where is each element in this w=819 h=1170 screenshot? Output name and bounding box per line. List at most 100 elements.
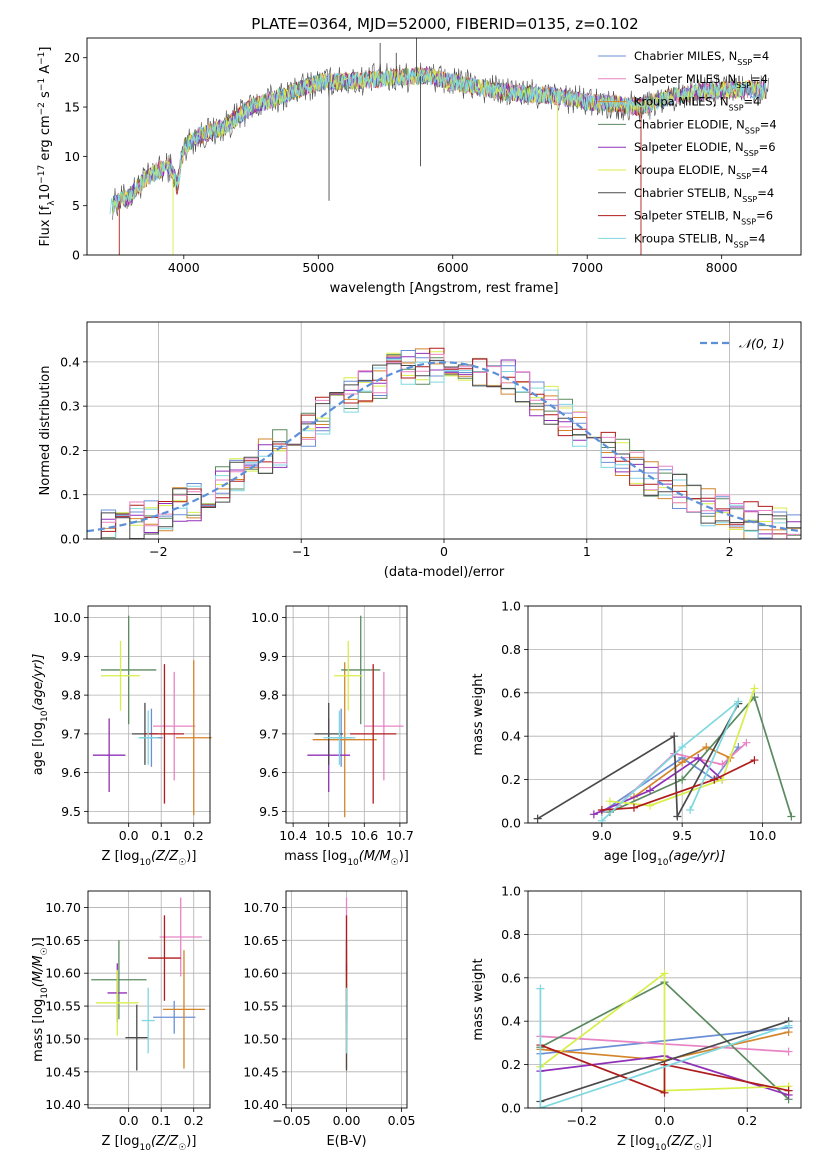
weight-point-salpeter_stelib	[784, 1086, 793, 1095]
x-tick-label: 0	[440, 544, 448, 559]
figure-title: PLATE=0364, MJD=52000, FIBERID=0135, z=0…	[251, 15, 638, 33]
axes-frame	[86, 37, 802, 256]
weight-line-kroupa_elodie	[609, 688, 756, 807]
legend-entry: Chabrier MILES, NSSP=4	[634, 49, 769, 67]
y-tick-label: 10.70	[243, 900, 279, 915]
y-axis-label: age [log10(age/yr)]	[31, 654, 50, 776]
x-tick-label: −0.05	[272, 1113, 310, 1128]
y-tick-label: 0.4	[501, 729, 521, 744]
y-tick-label: 10.55	[243, 999, 279, 1014]
y-tick-label: 0.0	[501, 816, 521, 831]
label-part: ☉	[178, 858, 186, 868]
x-tick-label: −0.2	[567, 1113, 597, 1128]
x-tick-label: 0.1	[151, 1113, 171, 1128]
x-tick-label: 6000	[437, 260, 469, 275]
weight-point-kroupa_miles	[678, 758, 687, 767]
y-tick-label: 10.55	[45, 999, 81, 1014]
axes-frame	[86, 321, 802, 540]
legend-text: Salpeter STELIB, N	[634, 209, 741, 223]
legend-sub: SSP	[737, 58, 752, 67]
panel-mass_weight_vs_age: 9.0 9.5 10.0 0.0 0.2 0.4 0.6 0.8 1.0 age [log10(a…	[471, 599, 802, 868]
x-tick-label: 4000	[168, 260, 200, 275]
label-part: (age/yr)]	[668, 849, 725, 864]
y-tick-label: 10.45	[45, 1064, 81, 1079]
weight-point-kroupa_stelib	[597, 816, 606, 823]
spectrum-line-kroupa_stelib	[109, 68, 767, 215]
y-tick-label: 0	[72, 248, 80, 263]
label-part: Z [log	[102, 1134, 140, 1149]
label-part: 10	[139, 1143, 151, 1153]
y-tick-label: 10.60	[243, 966, 279, 981]
label-part: (Z/Z	[151, 1134, 179, 1149]
label-part: )]	[702, 1134, 712, 1149]
weight-point-chabrier_elodie	[678, 775, 687, 784]
legend-tail: =4	[749, 231, 766, 245]
weight-point-kroupa_stelib	[686, 805, 695, 814]
axes-frame	[87, 890, 211, 1109]
legend-tail: =4	[744, 95, 761, 109]
y-tick-label: 9.6	[61, 765, 81, 780]
y-tick-label: 9.9	[61, 649, 81, 664]
legend-entry: Kroupa STELIB, NSSP=4	[634, 231, 765, 249]
weight-line-salpeter_stelib	[540, 1044, 789, 1095]
label-part: λ	[47, 200, 57, 206]
label-part: −1	[37, 78, 47, 91]
legend-sub: SSP	[742, 194, 757, 203]
x-tick-label: 7000	[571, 260, 603, 275]
y-tick-label: 1.0	[501, 884, 521, 899]
label-part: 10	[347, 858, 359, 868]
x-tick-label: 0.05	[388, 1113, 416, 1128]
legend-tail: =6	[756, 209, 773, 223]
x-tick-label: 0.0	[655, 1113, 675, 1128]
weight-point-salpeter_miles	[784, 1047, 793, 1056]
y-tick-label: 0.6	[501, 685, 521, 700]
panel-mass_vs_Z: 0.0 0.1 0.2 10.40 10.45 10.50 10.55 10.60 10.65 1…	[31, 890, 211, 1153]
label-part: )]	[399, 849, 409, 864]
legend-sub: SSP	[744, 149, 759, 158]
x-axis-label: (data-model)/error	[384, 565, 505, 580]
label-part: ☉	[40, 947, 50, 955]
weight-line-chabrier_stelib	[537, 703, 740, 820]
axes-frame	[285, 605, 408, 824]
y-tick-label: 9.7	[259, 726, 279, 741]
label-part: Flux [f	[38, 205, 53, 246]
legend-tail: =6	[759, 140, 776, 154]
legend-text: Salpeter ELODIE, N	[634, 140, 744, 154]
legend-sub: SSP	[736, 172, 751, 181]
legend-tail: =4	[751, 72, 768, 86]
weight-point-kroupa_stelib	[678, 743, 687, 752]
y-tick-label: 10.0	[251, 610, 279, 625]
y-tick-label: 10.60	[45, 966, 81, 981]
y-tick-label: 0.8	[501, 642, 521, 657]
weight-point-kroupa_elodie	[660, 969, 669, 978]
y-tick-label: 9.7	[61, 726, 81, 741]
label-part: Z [log	[102, 849, 140, 864]
weight-line-kroupa_stelib	[601, 700, 740, 822]
panel-mass_vs_ebv: −0.05 0.00 0.05 10.40 10.45 10.50 10.55 10.60 10…	[243, 890, 416, 1149]
label-part: )]	[31, 937, 46, 947]
axes-frame	[527, 605, 802, 824]
weight-line-chabrier_elodie	[609, 695, 793, 817]
label-part: 10	[655, 1143, 667, 1153]
x-tick-label: 9.5	[672, 828, 692, 843]
legend-entry: Chabrier STELIB, NSSP=4	[634, 186, 774, 204]
weight-line-kroupa_miles	[633, 746, 731, 798]
weight-point-kroupa_elodie	[750, 684, 759, 693]
spectrum-line-kroupa_elodie	[112, 67, 767, 214]
legend-entry: Salpeter STELIB, NSSP=6	[634, 209, 773, 227]
weight-point-kroupa_stelib	[734, 697, 743, 706]
label-part: (M/M	[359, 849, 391, 864]
label-part: age [log	[31, 722, 46, 775]
label-part: mass [log	[31, 999, 46, 1062]
x-tick-label: 10.6	[350, 828, 378, 843]
y-tick-label: 9.6	[259, 765, 279, 780]
histogram-chabrier_stelib	[87, 359, 801, 539]
weight-point-salpeter_stelib	[597, 805, 606, 814]
y-tick-label: 9.8	[61, 688, 81, 703]
legend-entry: Salpeter MILES, NSSP=4	[634, 72, 768, 90]
y-axis-label: mass [log10(M/M☉)]	[31, 937, 50, 1062]
x-axis-label: mass [log10(M/M☉)]	[284, 849, 409, 868]
legend-sub: SSP	[736, 80, 751, 89]
y-tick-label: 10.65	[45, 933, 81, 948]
y-tick-label: 9.5	[61, 804, 81, 819]
